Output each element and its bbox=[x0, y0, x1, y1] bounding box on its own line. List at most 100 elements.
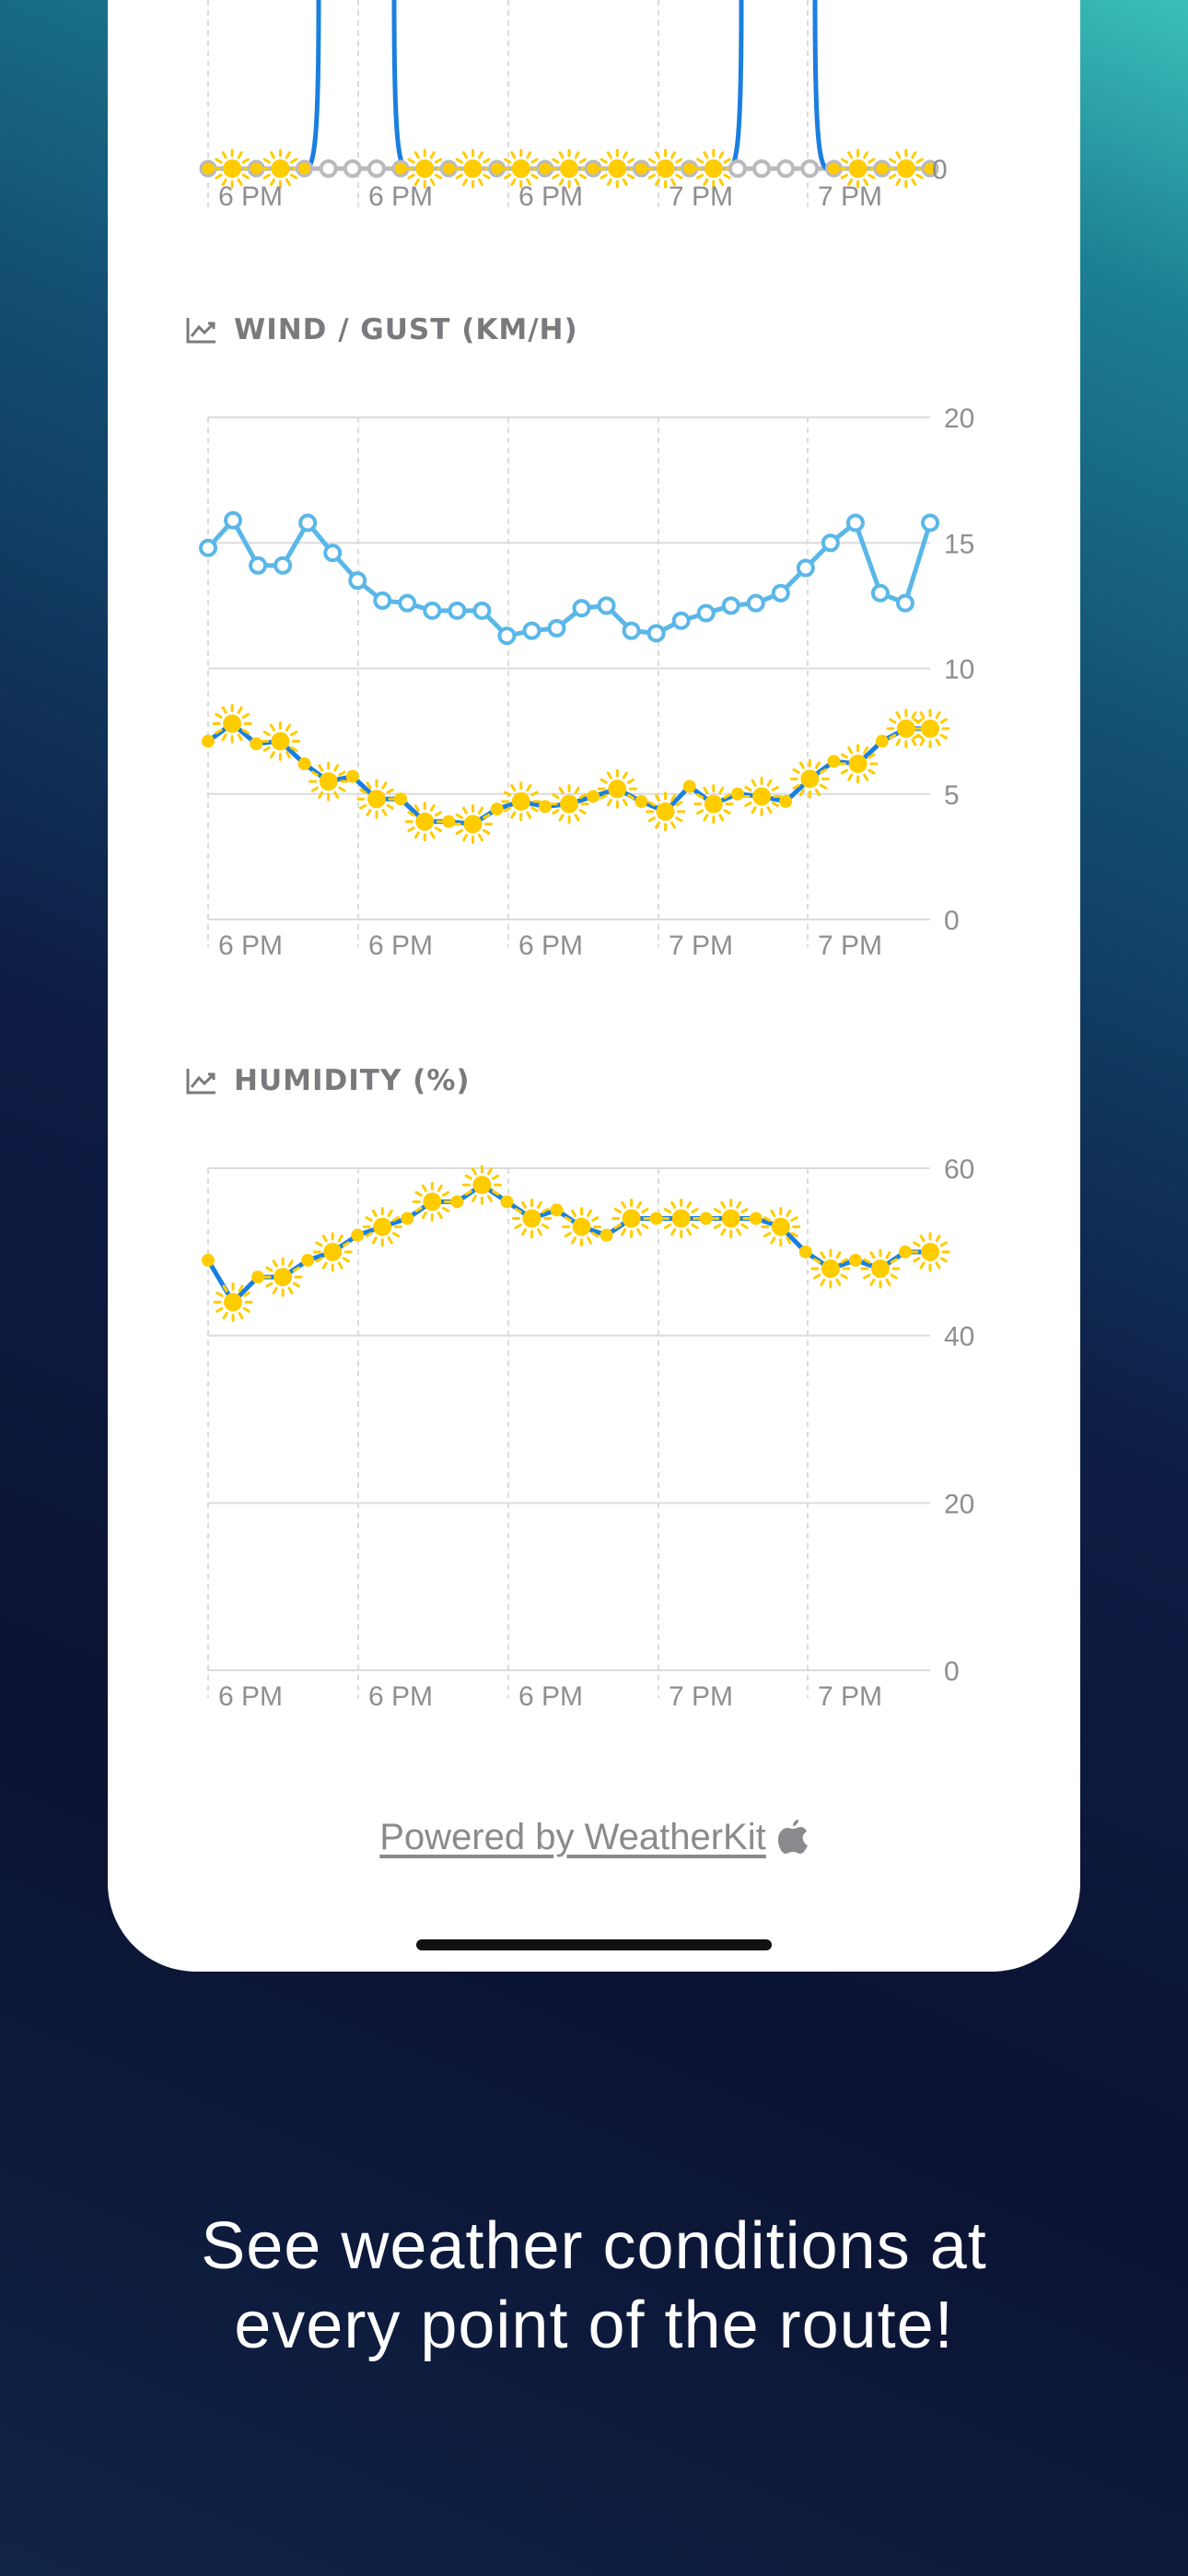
data-point bbox=[249, 556, 268, 575]
data-point-sun bbox=[860, 1248, 901, 1289]
y-tick-label: 20 bbox=[944, 404, 974, 434]
data-point-sun bbox=[452, 148, 493, 189]
data-point-sun bbox=[789, 758, 830, 799]
data-point bbox=[538, 800, 552, 814]
data-point-sun bbox=[260, 721, 300, 762]
sun-ray bbox=[318, 790, 324, 799]
data-point bbox=[572, 599, 591, 618]
sun-core bbox=[896, 719, 915, 738]
data-point bbox=[600, 1228, 613, 1242]
sun-ray bbox=[421, 1184, 427, 1192]
sun-ray bbox=[847, 178, 854, 186]
sun-ray bbox=[819, 767, 828, 774]
data-point-sun bbox=[597, 768, 637, 809]
data-point bbox=[622, 621, 641, 640]
sun-ray bbox=[526, 784, 532, 792]
sun-ray bbox=[387, 1209, 393, 1217]
data-point bbox=[297, 757, 311, 771]
data-point-sun bbox=[461, 1165, 502, 1205]
x-tick-label: 6 PM bbox=[368, 931, 433, 961]
sun-ray bbox=[421, 1211, 427, 1220]
y-tick-label: 20 bbox=[944, 1489, 974, 1519]
sun-ray bbox=[819, 783, 828, 790]
sun-ray bbox=[913, 733, 921, 740]
sun-ray bbox=[621, 1200, 627, 1209]
sun-ray bbox=[437, 1211, 443, 1220]
sun-ray bbox=[486, 1194, 493, 1202]
data-point-sun bbox=[711, 1199, 751, 1238]
data-point bbox=[671, 611, 691, 630]
data-point bbox=[821, 533, 840, 553]
sun-ray bbox=[434, 173, 443, 180]
sun-ray bbox=[911, 178, 917, 186]
data-point bbox=[202, 734, 215, 748]
sun-ray bbox=[407, 173, 415, 180]
sun-ray bbox=[655, 821, 661, 829]
sun-ray bbox=[552, 158, 560, 164]
data-point-sun bbox=[741, 776, 782, 816]
precipitation-spike bbox=[305, 0, 321, 171]
sun-ray bbox=[670, 1200, 677, 1209]
sun-ray bbox=[863, 178, 869, 186]
sun-ray bbox=[895, 738, 902, 746]
sun-ray bbox=[813, 1273, 821, 1280]
x-tick-label: 6 PM bbox=[218, 931, 283, 961]
data-point bbox=[898, 1245, 912, 1259]
sun-ray bbox=[939, 733, 948, 740]
sun-ray bbox=[919, 1261, 926, 1270]
sun-ray bbox=[740, 1224, 749, 1229]
phone-screen bbox=[108, 0, 1080, 1972]
sun-ray bbox=[285, 751, 291, 759]
sun-ray bbox=[215, 728, 223, 734]
sun-ray bbox=[387, 1236, 393, 1245]
sun-ray bbox=[215, 1291, 224, 1297]
sun-ray bbox=[695, 173, 705, 180]
sun-ray bbox=[483, 158, 491, 164]
sun-ray bbox=[626, 793, 635, 800]
sun-ray bbox=[626, 158, 635, 164]
sun-core bbox=[704, 159, 723, 178]
sun-ray bbox=[461, 178, 468, 186]
data-point bbox=[373, 591, 392, 610]
data-point bbox=[779, 794, 793, 808]
sun-ray bbox=[895, 178, 902, 186]
sun-ray bbox=[536, 1228, 542, 1236]
sun-ray bbox=[723, 173, 731, 180]
y-tick-label: 0 bbox=[932, 155, 948, 185]
sun-ray bbox=[814, 761, 821, 769]
sun-ray bbox=[269, 178, 275, 186]
sun-ray bbox=[269, 151, 275, 159]
sun-ray bbox=[510, 151, 517, 159]
sun-core bbox=[511, 159, 530, 178]
humidity-chart: 0 20 40 60 6 PM 6 PM 6 PM 7 PM 7 PM bbox=[202, 1154, 974, 1712]
sun-core bbox=[921, 719, 939, 738]
sun-ray bbox=[713, 1224, 722, 1229]
data-point-sun bbox=[646, 148, 686, 189]
sun-ray bbox=[486, 1167, 493, 1176]
sun-ray bbox=[591, 1216, 600, 1223]
sun-core bbox=[415, 812, 435, 831]
data-point-sun bbox=[262, 1257, 303, 1297]
sun-ray bbox=[262, 731, 271, 737]
sun-ray bbox=[333, 790, 340, 799]
data-point bbox=[343, 159, 362, 178]
sun-ray bbox=[868, 158, 876, 164]
sun-ray bbox=[587, 1236, 593, 1245]
line-chart-icon bbox=[186, 1069, 215, 1095]
data-point bbox=[323, 544, 343, 563]
sun-ray bbox=[242, 1291, 250, 1297]
sun-ray bbox=[558, 786, 565, 795]
sun-ray bbox=[675, 158, 683, 164]
sun-ray bbox=[272, 1286, 278, 1294]
humidity-chart-title: HUMIDITY (%) bbox=[234, 1064, 471, 1097]
sun-core bbox=[271, 159, 290, 178]
sun-ray bbox=[492, 1174, 500, 1180]
sun-ray bbox=[471, 1194, 477, 1202]
sun-ray bbox=[890, 1273, 898, 1280]
sun-ray bbox=[655, 151, 661, 159]
sun-ray bbox=[655, 178, 661, 186]
sun-ray bbox=[840, 768, 848, 775]
data-point bbox=[895, 593, 914, 613]
sun-core bbox=[560, 159, 578, 178]
powered-by-weatherkit-link[interactable]: Powered by WeatherKit bbox=[379, 1817, 766, 1857]
